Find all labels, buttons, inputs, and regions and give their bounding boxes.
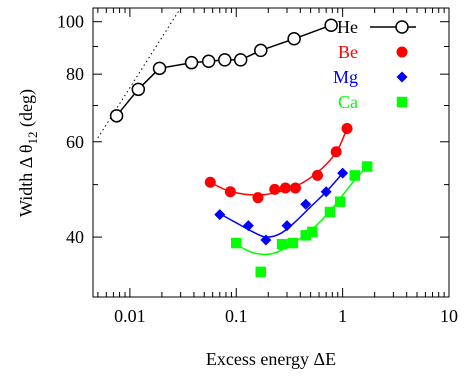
data-point-be <box>279 182 291 194</box>
data-point-he <box>201 54 216 69</box>
x-tick-label: 10 <box>440 306 458 326</box>
legend-label-be: Be <box>338 42 358 62</box>
data-point-mg <box>214 209 226 221</box>
legend-marker-ca <box>396 96 408 108</box>
y-tick-label: 100 <box>57 12 84 32</box>
data-point-he <box>131 82 146 97</box>
y-tick-label: 60 <box>66 132 84 152</box>
data-point-he <box>324 18 338 32</box>
fit-curve-mg <box>219 172 344 238</box>
x-axis-title: Excess energy ΔE <box>206 349 336 369</box>
legend-label-mg: Mg <box>333 67 358 87</box>
legend-label-he: He <box>337 17 358 37</box>
y-tick-label: 40 <box>66 227 84 247</box>
data-point-he <box>254 43 268 58</box>
axis-ticks: 0.01 0.1 1 10 40 60 80 100 <box>57 8 458 326</box>
data-point-he <box>152 61 167 76</box>
legend-marker-mg <box>396 71 408 83</box>
plot-frame <box>92 7 450 298</box>
data-point-ca <box>287 237 299 249</box>
data-point-ca <box>276 238 288 250</box>
y-tick-label: 80 <box>66 64 84 84</box>
plot-lines <box>97 8 368 256</box>
data-point-mg <box>260 234 272 246</box>
data-point-ca <box>361 161 373 172</box>
data-point-be <box>289 182 301 194</box>
fit-curve-ca <box>235 166 368 256</box>
data-point-ca <box>349 170 360 181</box>
x-tick-label: 0.01 <box>114 306 146 326</box>
guide-line-dotted <box>97 8 182 139</box>
legend-label-ca: Ca <box>338 92 358 112</box>
data-point-mg <box>320 186 332 198</box>
data-point-ca <box>255 266 267 278</box>
y-axis-title-unit: (deg) <box>16 89 37 131</box>
data-point-be <box>269 183 281 195</box>
y-axis-title-subscript: 12 <box>25 132 40 145</box>
legend-marker-be <box>396 46 408 58</box>
x-tick-label: 0.1 <box>225 306 248 326</box>
data-point-ca <box>307 226 318 238</box>
data-point-he <box>233 53 248 67</box>
plot-markers <box>109 18 373 278</box>
legend-marker-he <box>395 20 409 34</box>
data-point-ca <box>335 196 346 207</box>
data-point-mg <box>281 220 293 232</box>
data-point-be <box>204 176 216 188</box>
data-point-he <box>184 55 199 70</box>
fit-curve-be <box>209 128 348 196</box>
data-point-he <box>218 53 232 67</box>
y-axis-title-main: Width Δ θ <box>16 145 36 217</box>
legend: He Be Mg Ca <box>333 17 416 112</box>
series-line-he <box>116 24 332 117</box>
data-point-ca <box>231 237 242 249</box>
y-axis-title: Width Δ θ12 (deg) <box>16 89 40 217</box>
data-point-be <box>224 186 236 198</box>
data-point-he <box>109 109 124 123</box>
data-point-he <box>287 32 301 46</box>
data-point-mg <box>337 167 349 179</box>
data-point-be <box>330 146 342 158</box>
data-point-be <box>311 169 323 181</box>
data-point-be <box>252 192 264 204</box>
data-point-mg <box>242 220 254 232</box>
data-point-be <box>341 122 353 134</box>
data-point-ca <box>324 206 336 218</box>
x-tick-label: 1 <box>338 306 347 326</box>
data-point-ca <box>300 230 311 241</box>
data-point-mg <box>300 198 312 210</box>
